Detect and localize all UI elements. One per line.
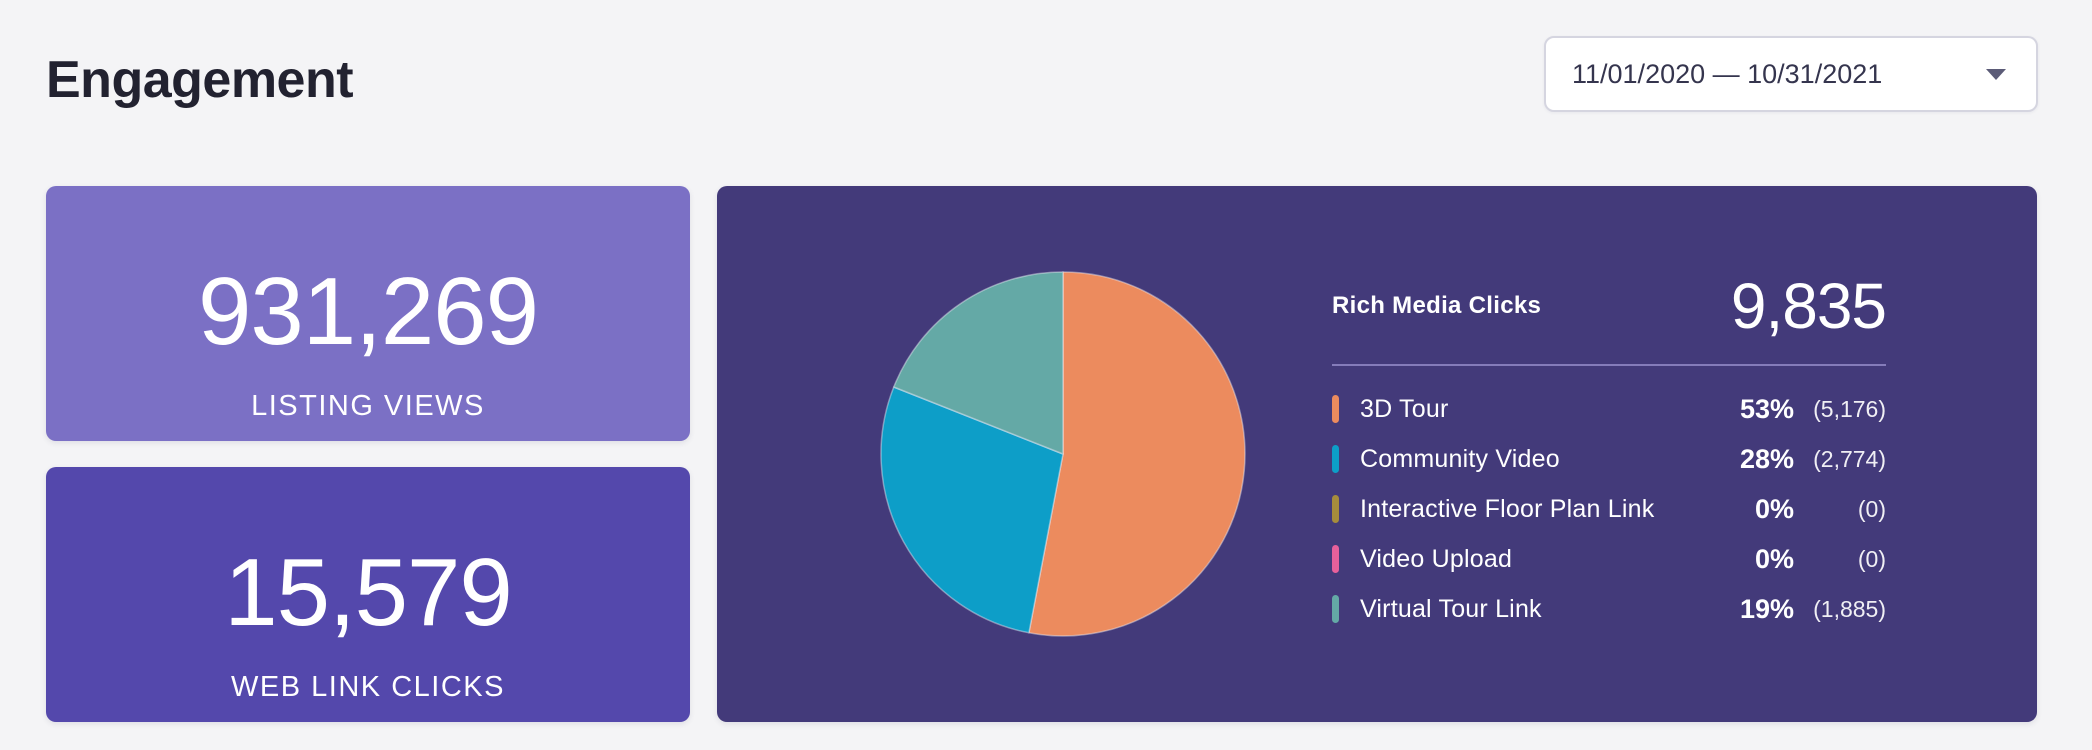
legend-percent: 0% (1754, 493, 1794, 524)
legend-swatch-icon (1332, 595, 1339, 623)
legend-swatch-icon (1332, 545, 1339, 573)
legend-rows: 3D Tour 53% (5,176) Community Video 28% (2,77… (1332, 384, 1886, 634)
legend-label: Interactive Floor Plan Link (1360, 494, 1655, 523)
legend-row: Community Video 28% (2,774) (1332, 434, 1886, 484)
stats-column: 931,269 LISTING VIEWS 15,579 WEB LINK CLICK… (46, 186, 690, 722)
legend-count: (1,885) (1813, 595, 1886, 622)
rich-media-legend: Rich Media Clicks 9,835 3D Tour 53% (5,176… (1332, 270, 1887, 634)
date-range-value: 11/01/2020 — 10/31/2021 (1572, 58, 1883, 89)
date-range-select[interactable]: 11/01/2020 — 10/31/2021 (1544, 36, 2038, 112)
stat-value: 15,579 (224, 539, 513, 646)
legend-count: (2,774) (1813, 445, 1886, 472)
stat-value: 931,269 (197, 258, 539, 365)
pie-slice (1028, 271, 1246, 637)
legend-count: (0) (1857, 545, 1886, 572)
legend-percent: 28% (1739, 443, 1794, 474)
legend-row: 3D Tour 53% (5,176) (1332, 384, 1886, 434)
header: Engagement 11/01/2020 — 10/31/2021 (46, 28, 2038, 112)
legend-label: Community Video (1360, 444, 1560, 473)
legend-label: 3D Tour (1360, 394, 1449, 423)
divider (1332, 364, 1886, 366)
legend-label: Virtual Tour Link (1360, 594, 1542, 623)
legend-total: 9,835 (1730, 270, 1887, 342)
stat-label: WEB LINK CLICKS (231, 671, 505, 703)
content: 931,269 LISTING VIEWS 15,579 WEB LINK CLICK… (46, 186, 2038, 722)
legend-title: Rich Media Clicks (1332, 292, 1542, 319)
chevron-down-icon (1986, 68, 2006, 80)
legend-row: Video Upload 0% (0) (1332, 534, 1886, 584)
pie-slice (880, 386, 1064, 634)
legend-count: (0) (1857, 495, 1886, 522)
stat-card: 931,269 LISTING VIEWS (46, 186, 690, 441)
legend-swatch-icon (1332, 445, 1339, 473)
legend-percent: 53% (1739, 393, 1794, 424)
stat-label: LISTING VIEWS (251, 390, 485, 422)
pie-slice (893, 271, 1064, 455)
pie-chart (880, 271, 1246, 637)
legend-swatch-icon (1332, 495, 1339, 523)
legend-percent: 19% (1739, 593, 1794, 624)
legend-row: Virtual Tour Link 19% (1,885) (1332, 584, 1886, 634)
legend-percent: 0% (1754, 543, 1794, 574)
engagement-dashboard: Engagement 11/01/2020 — 10/31/2021 931,2… (46, 28, 2038, 722)
legend-count: (5,176) (1813, 395, 1886, 422)
page-title: Engagement (46, 51, 354, 109)
stat-card: 15,579 WEB LINK CLICKS (46, 467, 690, 722)
legend-header: Rich Media Clicks 9,835 (1332, 270, 1887, 342)
rich-media-panel: Rich Media Clicks 9,835 3D Tour 53% (5,176… (717, 186, 2037, 722)
legend-label: Video Upload (1360, 544, 1513, 573)
legend-swatch-icon (1332, 395, 1339, 423)
legend-row: Interactive Floor Plan Link 0% (0) (1332, 484, 1886, 534)
